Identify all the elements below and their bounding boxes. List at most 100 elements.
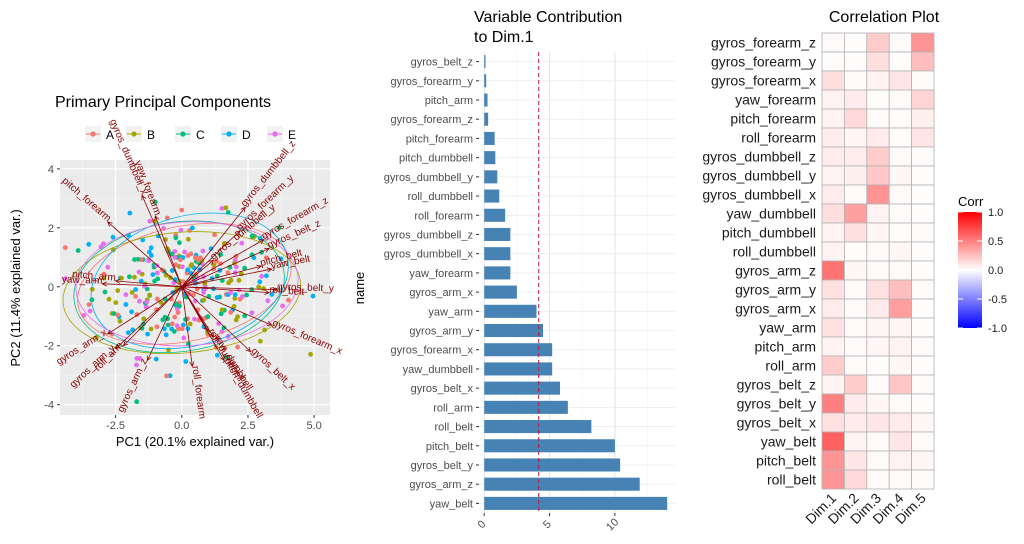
- data-point: [189, 252, 194, 257]
- heatmap-cell: [844, 128, 866, 147]
- heatmap-cell: [844, 166, 866, 185]
- heatmap-cell: [912, 128, 934, 147]
- heatmap-cell: [822, 394, 844, 413]
- heatmap-cell: [822, 128, 844, 147]
- heatmap-cell: [844, 432, 866, 451]
- heatmap-cell: [844, 280, 866, 299]
- data-point: [147, 219, 152, 224]
- data-point: [201, 298, 206, 303]
- heatmap-cell: [844, 204, 866, 223]
- category-label: roll_belt: [434, 422, 473, 434]
- data-point: [88, 309, 93, 314]
- data-point: [137, 299, 142, 304]
- legend-tick-label: -0.5: [988, 294, 1007, 306]
- data-point: [90, 297, 95, 302]
- heatmap-cell: [867, 470, 889, 489]
- data-point: [105, 265, 110, 270]
- legend-key-point: [131, 131, 136, 136]
- legend-key-point: [90, 131, 95, 136]
- heatmap-cell: [844, 413, 866, 432]
- bar-x-ticks: 0 5 10: [476, 513, 622, 533]
- bar-category-labels: gyros_belt_z gyros_forearm_y pitch_armgyro…: [384, 57, 479, 511]
- bar: [484, 74, 486, 87]
- heatmap-cell: [844, 185, 866, 204]
- row-label: gyros_forearm_y: [711, 54, 816, 70]
- data-point: [166, 323, 171, 328]
- heatmap-cell: [822, 375, 844, 394]
- heatmap-cell: [844, 52, 866, 71]
- category-label: pitch_belt: [426, 441, 473, 453]
- data-point: [172, 315, 177, 320]
- category-label: gyros_dumbbell_z: [384, 229, 473, 241]
- data-point: [265, 298, 270, 303]
- heatmap-cell: [912, 451, 934, 470]
- data-point: [132, 275, 137, 280]
- row-label: pitch_belt: [756, 453, 816, 469]
- heatmap-cell: [822, 280, 844, 299]
- data-point: [170, 321, 175, 326]
- heatmap-cell: [889, 223, 911, 242]
- data-point: [180, 264, 185, 269]
- contrib-title-line-1: Variable Contribution: [474, 9, 622, 26]
- y-tick-label: 0: [48, 282, 54, 294]
- y-tick-label: -4: [44, 400, 54, 412]
- heatmap-cell: [867, 432, 889, 451]
- data-point: [190, 226, 195, 231]
- data-point: [229, 278, 234, 283]
- row-label: yaw_belt: [761, 434, 816, 450]
- heatmap-cell: [844, 451, 866, 470]
- heatmap-cell: [822, 223, 844, 242]
- heatmap-cell: [822, 109, 844, 128]
- heatmap-cell: [844, 90, 866, 109]
- heatmap-cell: [867, 166, 889, 185]
- bar: [484, 113, 488, 126]
- data-point: [198, 255, 203, 260]
- pca-biplot-panel: Primary Principal Components A B C D E roll_…: [8, 94, 344, 449]
- heatmap-cell: [867, 71, 889, 90]
- heatmap-cell: [912, 71, 934, 90]
- row-label: yaw_dumbbell: [727, 206, 817, 222]
- heatmap-cell: [844, 470, 866, 489]
- heatmap-cell: [889, 375, 911, 394]
- data-point: [76, 248, 81, 253]
- legend-tick-label: -1.0: [988, 323, 1007, 335]
- data-point: [164, 332, 169, 337]
- data-point: [259, 274, 264, 279]
- category-label: gyros_forearm_x: [390, 345, 473, 357]
- category-label: yaw_dumbbell: [403, 364, 473, 376]
- heatmap-cell: [844, 71, 866, 90]
- heatmap-cell: [867, 337, 889, 356]
- heatmap-cell: [912, 394, 934, 413]
- data-point: [126, 330, 131, 335]
- heatmap-cell: [889, 90, 911, 109]
- category-label: roll_forearm: [414, 210, 473, 222]
- bar: [484, 478, 639, 491]
- row-label: roll_forearm: [741, 130, 816, 146]
- data-point: [280, 304, 285, 309]
- heatmap-cell: [844, 337, 866, 356]
- heatmap-cell: [889, 242, 911, 261]
- data-point: [101, 241, 106, 246]
- row-label: roll_dumbbell: [733, 244, 816, 260]
- heatmap-cell: [822, 299, 844, 318]
- heatmap-cell: [822, 204, 844, 223]
- heatmap-cell: [889, 33, 911, 52]
- row-label: gyros_arm_x: [735, 301, 816, 317]
- heatmap-cell: [822, 33, 844, 52]
- row-label: gyros_dumbbell_y: [702, 168, 816, 184]
- heatmap-cells: [822, 33, 934, 489]
- heatmap-cell: [912, 33, 934, 52]
- data-point: [124, 302, 129, 307]
- data-point: [119, 276, 124, 281]
- heatmap-cell: [822, 71, 844, 90]
- data-point: [212, 232, 217, 237]
- heatmap-cell: [844, 299, 866, 318]
- heatmap-cell: [822, 470, 844, 489]
- category-label: gyros_dumbbell_x: [384, 249, 474, 261]
- heatmap-cell: [889, 109, 911, 128]
- data-point: [224, 205, 229, 210]
- heatmap-cell: [912, 90, 934, 109]
- heatmap-cell: [889, 280, 911, 299]
- heatmap-cell: [867, 261, 889, 280]
- heatmap-cell: [912, 204, 934, 223]
